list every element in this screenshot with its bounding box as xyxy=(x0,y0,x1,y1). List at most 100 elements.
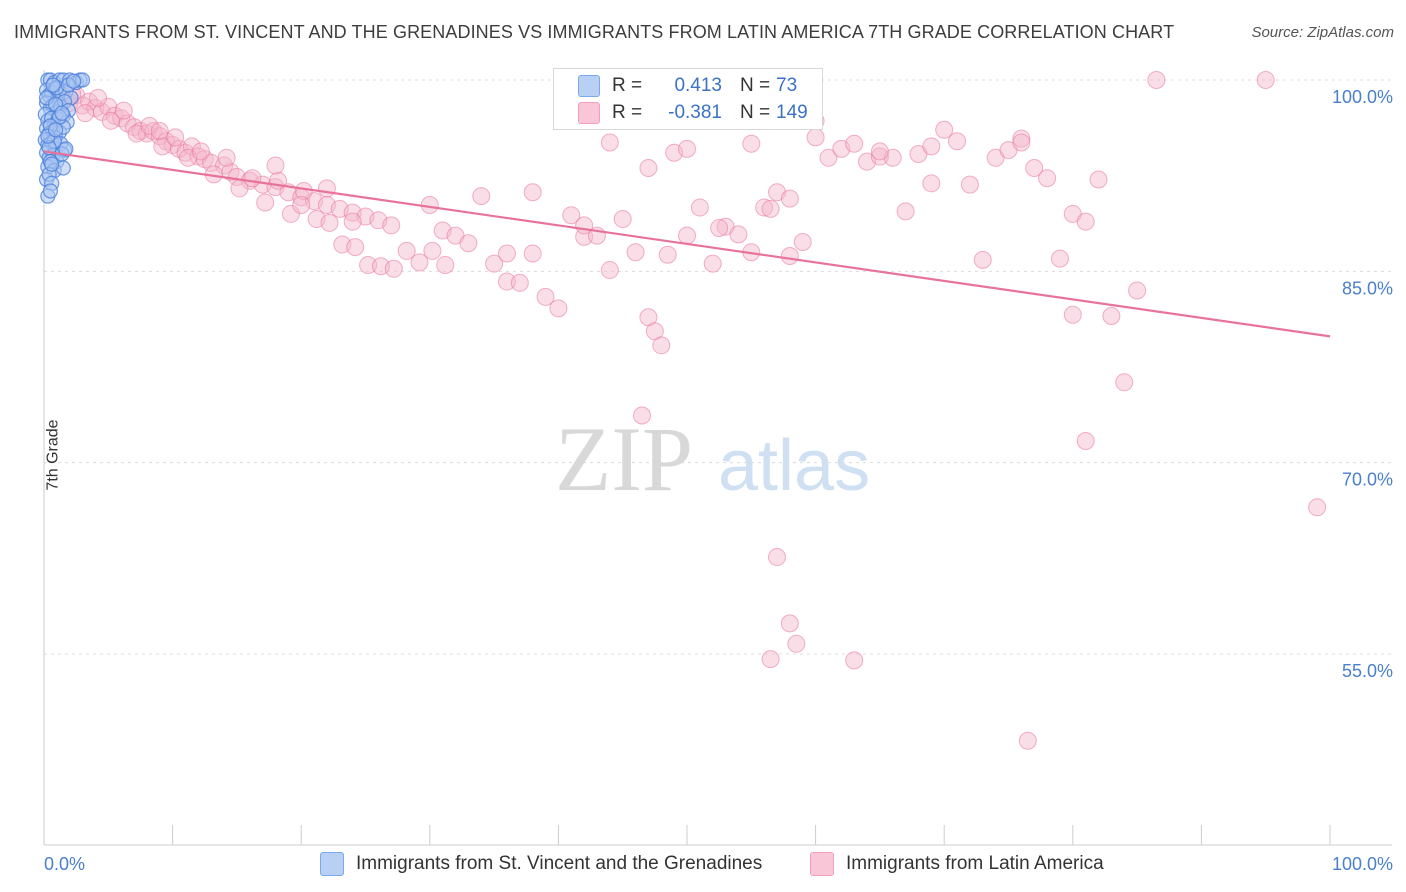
data-point-st-vincent xyxy=(65,73,82,89)
data-point-latin-america xyxy=(600,133,619,152)
data-point-latin-america xyxy=(397,241,416,260)
data-point-latin-america xyxy=(639,159,658,178)
data-point-latin-america xyxy=(780,247,799,266)
y-tick-label: 100.0% xyxy=(1332,87,1393,107)
legend-swatch-blue xyxy=(320,852,344,876)
data-point-latin-america xyxy=(600,261,619,280)
data-point-latin-america xyxy=(793,232,812,251)
data-point-latin-america xyxy=(150,122,169,141)
legend-n-value: 149 xyxy=(776,102,808,123)
data-point-latin-america xyxy=(182,137,201,156)
trend-lines xyxy=(43,150,1331,338)
data-point-latin-america xyxy=(153,137,172,156)
data-point-st-vincent xyxy=(58,141,74,157)
source-note: Source: ZipAtlas.com xyxy=(1251,24,1394,41)
data-point-latin-america xyxy=(549,299,568,318)
data-point-latin-america xyxy=(410,253,429,272)
data-point-latin-america xyxy=(497,272,516,291)
data-point-latin-america xyxy=(1102,306,1121,325)
data-point-latin-america xyxy=(76,104,95,123)
data-point-latin-america xyxy=(1115,373,1134,392)
data-point-latin-america xyxy=(1012,133,1031,152)
data-point-latin-america xyxy=(960,175,979,194)
data-point-latin-america xyxy=(780,614,799,633)
data-point-latin-america xyxy=(292,196,311,215)
data-point-latin-america xyxy=(678,139,696,158)
y-tick-label: 85.0% xyxy=(1342,278,1393,298)
data-point-latin-america xyxy=(359,255,378,274)
data-point-latin-america xyxy=(690,198,709,217)
data-point-latin-america xyxy=(658,245,677,264)
series-st-vincent-points xyxy=(37,72,91,204)
data-point-latin-america xyxy=(562,206,581,225)
data-point-latin-america xyxy=(755,198,774,217)
data-point-st-vincent xyxy=(44,156,60,172)
trend-line xyxy=(43,150,1331,338)
watermark-atlas: atlas xyxy=(718,426,870,506)
data-point-latin-america xyxy=(613,210,632,229)
data-point-latin-america xyxy=(948,132,967,151)
data-point-latin-america xyxy=(729,225,748,244)
data-point-latin-america xyxy=(1025,159,1044,178)
x-tick-label: 0.0% xyxy=(44,854,85,874)
data-point-latin-america xyxy=(472,187,491,206)
data-point-latin-america xyxy=(523,183,542,202)
data-point-latin-america xyxy=(742,134,761,153)
data-point-latin-america xyxy=(320,213,339,232)
data-point-latin-america xyxy=(626,243,645,262)
legend-row-series1: R = 0.413 N = 73 xyxy=(578,73,797,99)
legend-item-st-vincent: Immigrants from St. Vincent and the Gren… xyxy=(320,852,762,876)
data-point-latin-america xyxy=(1128,281,1147,300)
data-point-latin-america xyxy=(281,204,300,223)
data-point-latin-america xyxy=(485,254,504,273)
data-point-latin-america xyxy=(870,142,889,161)
data-point-latin-america xyxy=(1308,498,1327,517)
chart-title: IMMIGRANTS FROM ST. VINCENT AND THE GREN… xyxy=(14,22,1175,42)
data-point-latin-america xyxy=(761,650,780,669)
data-point-st-vincent xyxy=(42,183,59,199)
data-point-latin-america xyxy=(1050,249,1069,268)
grid-lines xyxy=(44,79,1392,655)
data-point-latin-america xyxy=(652,336,671,355)
tick-labels: 100.0% 85.0% 70.0% 55.0% 0.0% 100.0% xyxy=(44,87,1393,874)
data-point-latin-america xyxy=(787,634,806,653)
data-point-latin-america xyxy=(89,88,108,107)
data-point-latin-america xyxy=(166,128,185,147)
data-point-latin-america xyxy=(191,142,210,161)
legend-n-label: N = xyxy=(740,102,771,123)
x-tick-label: 100.0% xyxy=(1332,854,1393,874)
data-point-latin-america xyxy=(1063,305,1082,324)
legend-label-st-vincent: Immigrants from St. Vincent and the Gren… xyxy=(356,853,763,874)
data-point-latin-america xyxy=(768,548,787,567)
legend-r-value: 0.413 xyxy=(674,75,722,96)
legend-r-label: R = xyxy=(612,75,643,96)
data-point-latin-america xyxy=(382,216,401,235)
data-point-latin-america xyxy=(101,111,120,130)
data-point-latin-america xyxy=(317,179,336,198)
data-point-latin-america xyxy=(780,189,799,208)
data-point-latin-america xyxy=(1256,71,1275,89)
data-point-latin-america xyxy=(140,116,159,135)
legend-n-label: N = xyxy=(740,75,771,96)
data-point-latin-america xyxy=(99,97,118,116)
data-point-latin-america xyxy=(935,120,954,139)
legend-r-label: R = xyxy=(612,102,643,123)
data-point-latin-america xyxy=(973,250,992,269)
data-point-st-vincent xyxy=(47,122,64,138)
data-point-latin-america xyxy=(922,137,941,156)
legend-item-latin-america: Immigrants from Latin America xyxy=(810,852,1104,876)
data-point-latin-america xyxy=(459,234,478,253)
y-tick-label: 55.0% xyxy=(1342,661,1393,681)
data-point-latin-america xyxy=(1038,169,1057,188)
data-point-latin-america xyxy=(819,148,838,167)
data-point-latin-america xyxy=(1012,129,1031,148)
data-point-latin-america xyxy=(536,287,555,306)
data-point-latin-america xyxy=(1089,170,1108,189)
data-point-latin-america xyxy=(256,193,275,212)
data-point-latin-america xyxy=(845,651,864,670)
data-point-latin-america xyxy=(523,244,542,263)
data-point-latin-america xyxy=(80,92,99,111)
data-point-latin-america xyxy=(343,212,362,231)
data-point-latin-america xyxy=(510,273,529,292)
watermark-zip: ZIP xyxy=(555,408,693,510)
